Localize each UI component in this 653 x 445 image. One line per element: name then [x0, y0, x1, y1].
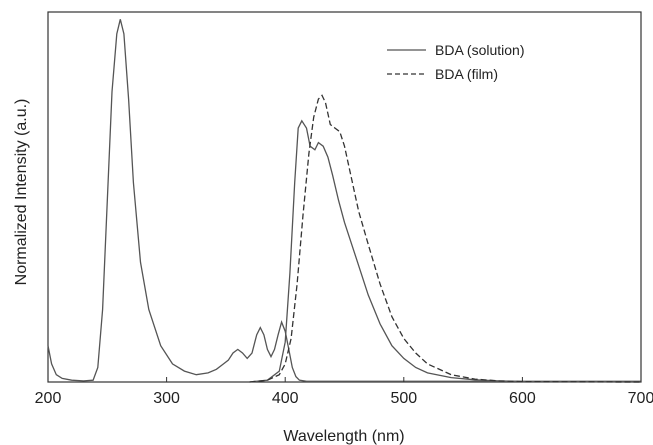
x-tick-label-5: 700	[628, 390, 653, 407]
x-axis-label: Wavelength (nm)	[283, 428, 404, 445]
plot-frame	[47, 11, 642, 383]
x-tick-label-4: 600	[509, 390, 536, 407]
x-tick-label-0: 200	[35, 390, 62, 407]
legend: BDA (solution) BDA (film)	[387, 42, 524, 82]
legend-label-film: BDA (film)	[435, 66, 498, 82]
x-ticks: 200 300 400 500 600 700	[35, 377, 653, 407]
series-layer	[47, 19, 642, 383]
series-line-0	[47, 19, 641, 382]
x-tick-label-3: 500	[390, 390, 417, 407]
legend-label-solution: BDA (solution)	[435, 42, 524, 58]
x-tick-label-2: 400	[272, 390, 299, 407]
series-line-1	[249, 119, 642, 383]
y-axis-label: Normalized Intensity (a.u.)	[13, 99, 30, 286]
x-tick-label-1: 300	[153, 390, 180, 407]
